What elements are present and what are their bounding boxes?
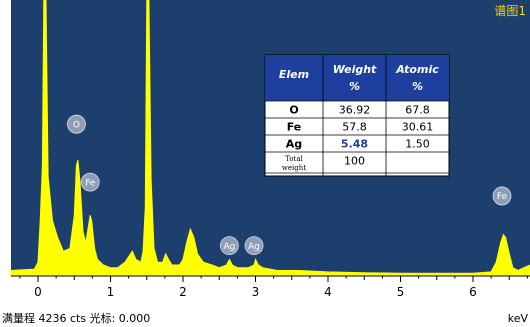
table-cell-elem: Total [285, 155, 303, 163]
peak-label-layer: O Fe Ag Ag Fe [67, 114, 512, 256]
spectrum-layer [10, 0, 530, 277]
table-cell-elem: Fe [287, 121, 302, 134]
peak-badge-label: Ag [248, 242, 260, 252]
peak-badge [80, 172, 100, 192]
x-tick-label-6: 6 [469, 285, 477, 299]
peak-badge-label: Ag [223, 242, 235, 252]
peak-badge [244, 236, 264, 256]
table-row: Ag 5.48 1.50 [265, 134, 449, 151]
x-tick-label-5: 5 [397, 285, 405, 299]
peak-label-ag-3: Ag [244, 236, 264, 256]
table-cell-weight: 57.8 [342, 121, 367, 134]
spectrum-title: 谱图1 [494, 4, 526, 18]
table-cell-atomic: 67.8 [405, 104, 430, 117]
table-header-cell: % [412, 80, 423, 93]
x-tick-label-1: 1 [107, 285, 115, 299]
peak-badge-label: Fe [85, 178, 96, 188]
peak-label-ag-2: Ag [219, 236, 239, 256]
x-tick-label-2: 2 [179, 285, 187, 299]
table-cell-weight: 5.48 [341, 138, 368, 151]
table-cell-elem: O [289, 104, 298, 117]
peak-label-o-0: O [67, 114, 86, 134]
peak-badge-label: O [73, 120, 80, 130]
peak-badge [219, 236, 239, 256]
table-cell-weight: 100 [344, 155, 365, 168]
table-header-cell: Atomic [395, 63, 439, 76]
table-cell-atomic: 1.50 [405, 138, 430, 151]
peak-label-fe-1: Fe [80, 172, 100, 192]
x-axis-unit-label: keV [508, 312, 529, 325]
x-tick-label-3: 3 [252, 285, 260, 299]
x-tick-label-0: 0 [34, 285, 42, 299]
table-header-cell: Elem [279, 68, 309, 81]
peak-badge [67, 114, 86, 134]
table-cell-elem: weight [282, 164, 306, 172]
table-cell-atomic: 30.61 [402, 121, 434, 134]
table-row: O 36.92 67.8 [265, 100, 449, 117]
peak-label-fe-4: Fe [492, 186, 512, 206]
table-header-bg [265, 55, 449, 101]
table-header-cell: % [349, 80, 360, 93]
peak-badge [492, 186, 512, 206]
composition-table: Elem Weight%Atomic%O 36.92 67.8Fe 57.8 30.61A… [264, 54, 450, 177]
table-cell-weight: 36.92 [339, 104, 371, 117]
full-scale-readout: 满量程 4236 cts 光标: 0.000 [2, 311, 150, 325]
table-cell-elem: Ag [286, 138, 302, 151]
spectrum-series-0 [10, 0, 530, 277]
x-axis-ticks: 0 1 2 3 4 5 6 [19, 276, 528, 299]
table-row: Fe 57.8 30.61 [265, 117, 449, 134]
x-tick-label-4: 4 [324, 285, 332, 299]
table-header-cell: Weight [333, 63, 377, 76]
peak-badge-label: Fe [497, 192, 508, 202]
